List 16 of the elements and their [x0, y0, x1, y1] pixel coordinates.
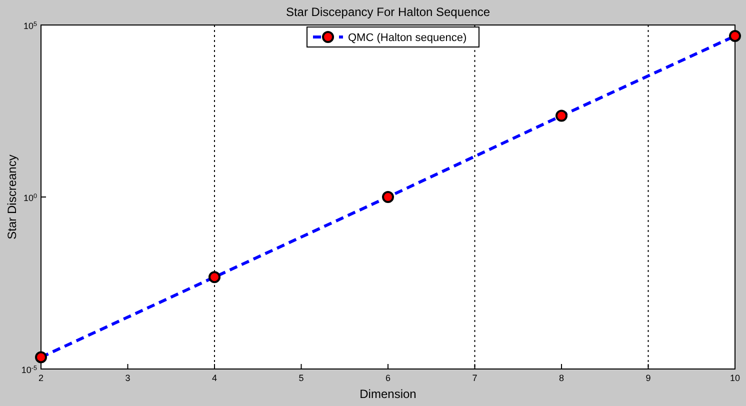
x-tick-label: 5 [298, 373, 304, 383]
y-tick-label: 10$^{-5}$ [21, 364, 38, 375]
y-tick-label: 10$^{0}$ [23, 192, 38, 203]
x-tick-label: 7 [472, 373, 478, 383]
x-tick-label: 2 [38, 373, 44, 383]
x-tick-label: 3 [125, 373, 130, 383]
y-axis-title: Star Discreancy [5, 154, 19, 240]
y-tick-label: 10$^{5}$ [23, 20, 38, 31]
chart-title: Star Discepancy For Halton Sequence [286, 5, 490, 19]
x-tick-label: 4 [212, 373, 218, 383]
x-tick-label: 9 [646, 373, 651, 383]
x-tick-label: 8 [558, 373, 564, 383]
x-tick-label: 6 [385, 373, 391, 383]
x-tick-label: 10 [730, 373, 740, 383]
legend-label: QMC (Halton sequence) [348, 32, 467, 44]
x-axis-title: Dimension [360, 387, 416, 401]
